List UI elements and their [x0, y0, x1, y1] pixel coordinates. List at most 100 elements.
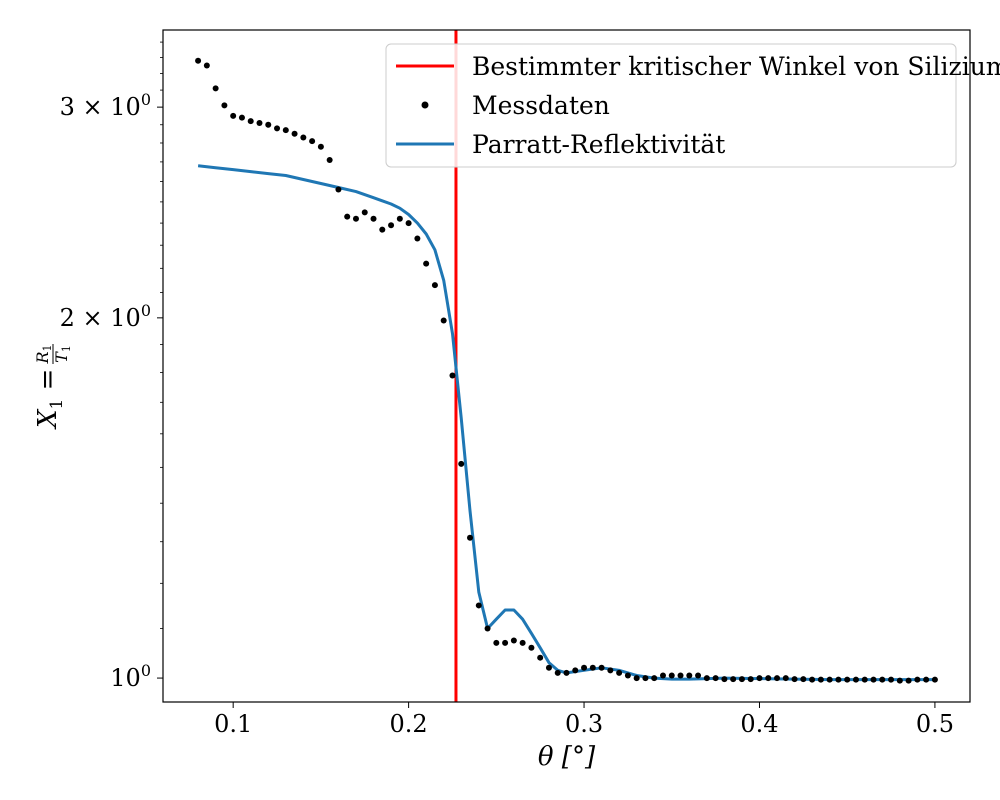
data-point: [317, 143, 324, 150]
data-point: [931, 676, 938, 683]
data-point: [659, 672, 666, 679]
y-tick-label: 3 × 100: [60, 90, 151, 121]
legend-label: Bestimmter kritischer Winkel von Siliziu…: [472, 52, 1000, 81]
data-point: [765, 675, 772, 682]
data-point: [326, 156, 333, 163]
data-point: [396, 215, 403, 222]
data-point: [335, 186, 342, 193]
data-point: [633, 675, 640, 682]
data-point: [309, 138, 316, 145]
data-point: [554, 669, 561, 676]
data-point: [423, 260, 430, 267]
data-point: [756, 675, 763, 682]
data-point: [738, 676, 745, 683]
legend-box: [385, 43, 957, 168]
data-point: [730, 676, 737, 683]
data-point: [449, 372, 456, 379]
x-axis-label: θ [°]: [538, 742, 596, 772]
data-point: [668, 672, 675, 679]
data-point: [528, 644, 535, 651]
data-point: [607, 667, 614, 674]
data-point: [879, 676, 886, 683]
data-point: [861, 676, 868, 683]
data-point: [896, 677, 903, 684]
data-point: [677, 672, 684, 679]
data-point: [703, 675, 710, 682]
data-point: [651, 675, 658, 682]
data-point: [247, 118, 254, 125]
data-point: [300, 134, 307, 141]
data-point: [572, 667, 579, 674]
data-point: [712, 675, 719, 682]
y-label-denominator: T1: [52, 345, 73, 363]
data-point: [414, 235, 421, 242]
axis-ticks: 0.1 0.2 0.3 0.4 0.5 100 2 × 100 3 × 100: [60, 41, 954, 738]
data-point: [774, 675, 781, 682]
data-point: [203, 62, 210, 69]
data-point: [440, 317, 447, 324]
data-point: [835, 676, 842, 683]
data-point: [721, 676, 728, 683]
legend-label: Parratt-Reflektivität: [472, 130, 725, 159]
data-point: [291, 130, 298, 137]
data-point: [686, 672, 693, 679]
data-point: [361, 209, 368, 216]
data-point: [493, 639, 500, 646]
data-point: [923, 676, 930, 683]
y-label-numerator: R1: [33, 344, 54, 364]
data-point: [809, 676, 816, 683]
data-point: [238, 114, 245, 121]
data-point: [405, 220, 412, 227]
plot-area: [195, 30, 938, 702]
x-tick-label: 0.3: [565, 710, 603, 738]
data-point: [870, 676, 877, 683]
parratt-line: [197, 164, 935, 682]
data-point: [747, 676, 754, 683]
data-point: [852, 676, 859, 683]
data-point: [475, 602, 482, 609]
data-point: [221, 102, 228, 109]
data-point: [791, 676, 798, 683]
data-point: [274, 125, 281, 132]
data-point: [624, 672, 631, 679]
data-point: [352, 215, 359, 222]
y-tick-label: 100: [110, 661, 151, 692]
data-point: [379, 226, 386, 233]
data-point: [344, 213, 351, 220]
data-point: [589, 664, 596, 671]
data-point: [782, 675, 789, 682]
data-point: [826, 676, 833, 683]
data-point: [388, 222, 395, 229]
data-point: [195, 57, 202, 64]
data-point: [642, 675, 649, 682]
data-point: [581, 664, 588, 671]
legend-label: Messdaten: [472, 91, 610, 120]
data-point: [519, 639, 526, 646]
data-point: [695, 672, 702, 679]
data-point: [484, 625, 491, 632]
data-point: [431, 282, 438, 289]
data-point: [545, 664, 552, 671]
data-point: [256, 119, 263, 126]
y-tick-label: 2 × 100: [60, 301, 151, 332]
data-point: [212, 85, 219, 92]
x-tick-label: 0.4: [740, 710, 778, 738]
data-point: [370, 215, 377, 222]
data-point: [616, 669, 623, 676]
data-point: [265, 121, 272, 128]
data-point: [282, 127, 289, 134]
legend-marker: [421, 101, 429, 109]
data-point: [905, 677, 912, 684]
x-tick-label: 0.1: [214, 710, 252, 738]
data-point: [230, 112, 237, 119]
data-point: [458, 460, 465, 467]
data-point: [800, 676, 807, 683]
data-point: [563, 669, 570, 676]
data-point: [537, 654, 544, 661]
data-point: [502, 639, 509, 646]
data-point: [844, 676, 851, 683]
data-point: [598, 664, 605, 671]
